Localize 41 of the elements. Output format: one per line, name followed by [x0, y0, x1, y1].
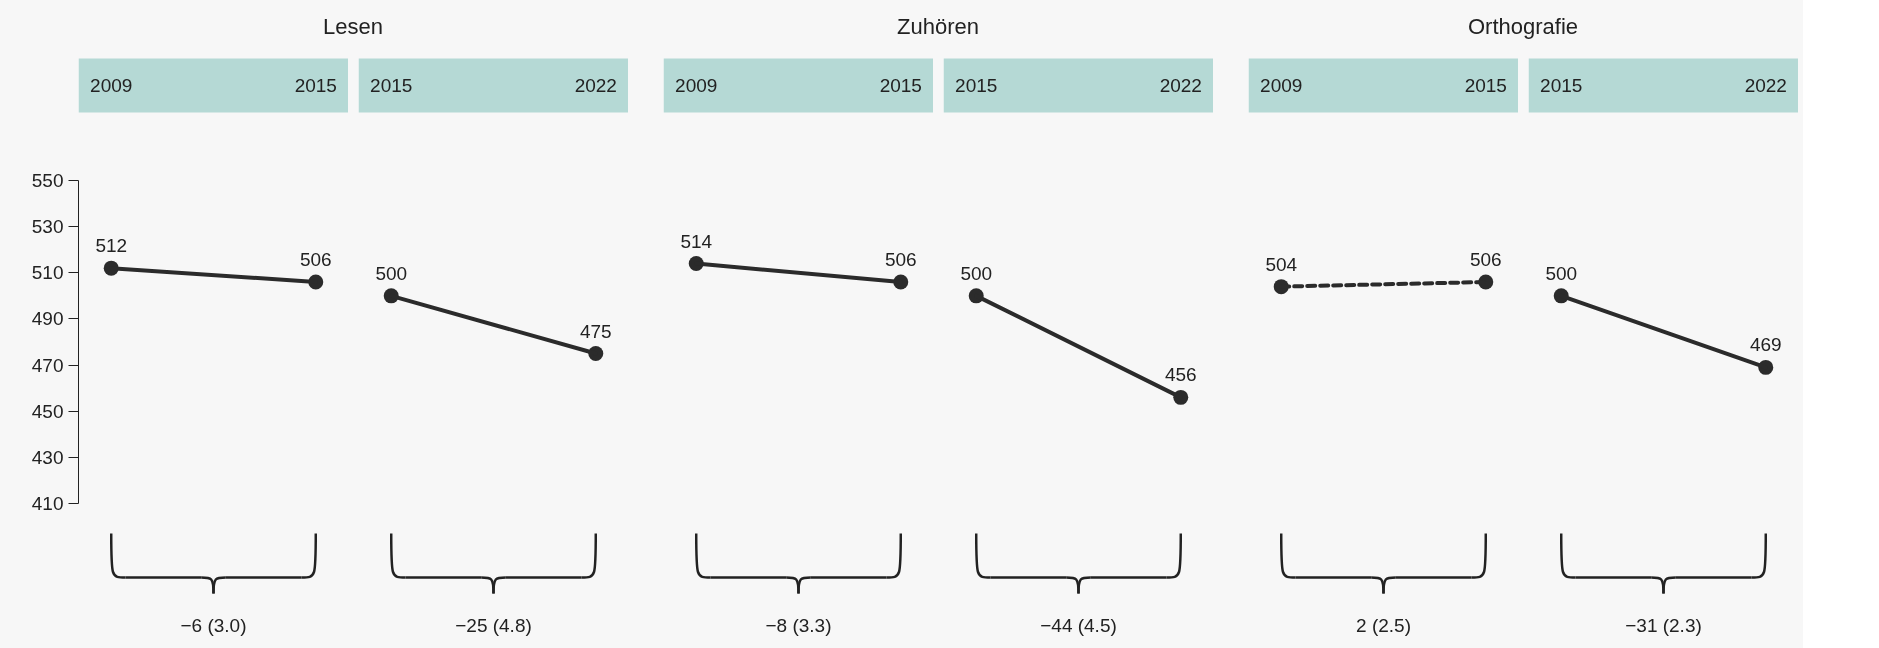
data-label: 504: [1265, 253, 1298, 275]
chart-title: Orthografie: [1467, 13, 1579, 41]
data-label: 512: [95, 235, 128, 257]
data-label: 514: [680, 230, 713, 252]
chart-title: Zuhören: [897, 13, 979, 41]
data-label: 506: [884, 249, 917, 271]
x-tick-label: 2015: [1540, 75, 1583, 96]
data-label: 469: [1749, 334, 1782, 356]
y-tick-label: 410: [31, 493, 64, 514]
data-label: 500: [1545, 262, 1578, 284]
text: 2 (2.5): [1356, 615, 1411, 636]
text: −8 (3.3): [765, 615, 832, 636]
x-tick-label: 2009: [675, 75, 718, 96]
text: −31 (2.3): [1625, 615, 1702, 636]
x-tick-label: 2015: [370, 75, 413, 96]
y-tick-label: 530: [31, 216, 64, 238]
x-tick-label: 2015: [294, 75, 337, 96]
data-label: 456: [1164, 364, 1197, 386]
data-label: 506: [299, 249, 332, 271]
x-tick-label: 2009: [1260, 75, 1303, 96]
y-tick-label: 430: [31, 446, 64, 468]
data-label: 506: [1469, 249, 1502, 271]
x-tick-label: 2015: [1464, 75, 1507, 96]
y-tick-label: 470: [31, 354, 64, 376]
y-tick-label: 510: [31, 262, 64, 284]
y-tick-label: 550: [31, 170, 64, 191]
text: −44 (4.5): [1040, 615, 1117, 636]
text: −6 (3.0): [180, 615, 247, 636]
data-label: 500: [375, 262, 408, 284]
x-tick-label: 2022: [574, 75, 617, 96]
data-label: 475: [579, 320, 612, 342]
y-tick-label: 450: [31, 400, 64, 422]
x-tick-label: 2015: [879, 75, 922, 96]
y-tick-label: 490: [31, 308, 64, 330]
x-tick-label: 2022: [1159, 75, 1202, 96]
x-tick-label: 2009: [90, 75, 133, 96]
x-tick-label: 2022: [1744, 75, 1787, 96]
chart-title: Lesen: [323, 13, 383, 41]
x-tick-label: 2015: [955, 75, 998, 96]
data-label: 500: [960, 262, 993, 284]
text: −25 (4.8): [455, 615, 532, 636]
